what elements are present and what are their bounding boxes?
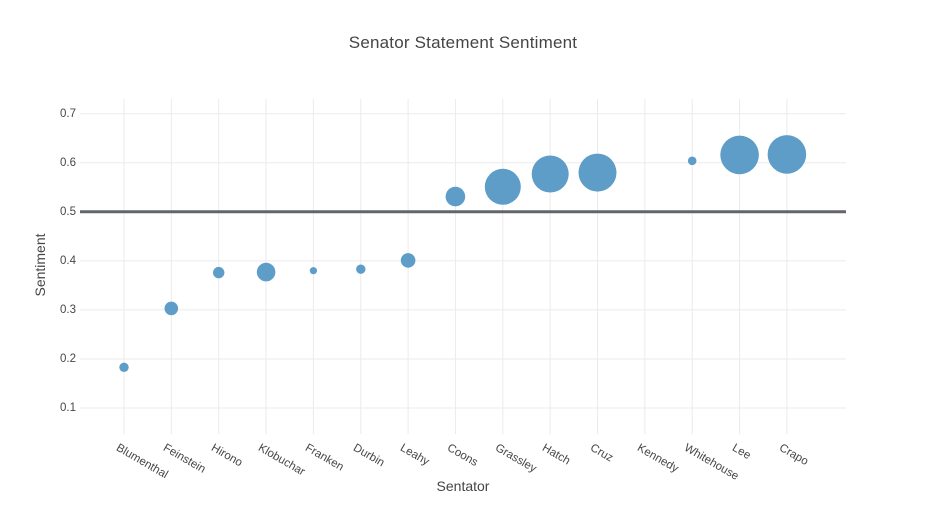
x-axis-title: Sentator [436,478,490,494]
data-point-coons[interactable] [445,186,466,207]
data-point-grassley[interactable] [484,168,521,205]
data-point-blumenthal[interactable] [119,362,129,372]
data-point-lee[interactable] [720,135,759,175]
data-point-feinstein[interactable] [164,301,179,316]
data-point-leahy[interactable] [400,253,416,268]
y-tick-label: 0.5 [60,205,76,218]
y-tick-label: 0.2 [60,352,76,365]
data-point-franken[interactable] [309,267,317,275]
data-point-klobuchar[interactable] [256,262,276,282]
data-point-hirono[interactable] [213,266,225,279]
data-point-crapo[interactable] [767,135,807,174]
y-tick-label: 0.6 [60,156,76,169]
chart-title: Senator Statement Sentiment [348,33,578,52]
data-point-hatch[interactable] [531,155,569,193]
y-tick-label: 0.4 [60,254,76,267]
y-tick-label: 0.7 [60,107,76,120]
y-tick-label: 0.3 [60,303,76,316]
y-tick-label: 0.1 [60,402,76,414]
data-point-durbin[interactable] [356,264,366,274]
data-point-cruz[interactable] [578,153,617,192]
data-point-whitehouse[interactable] [687,156,697,166]
